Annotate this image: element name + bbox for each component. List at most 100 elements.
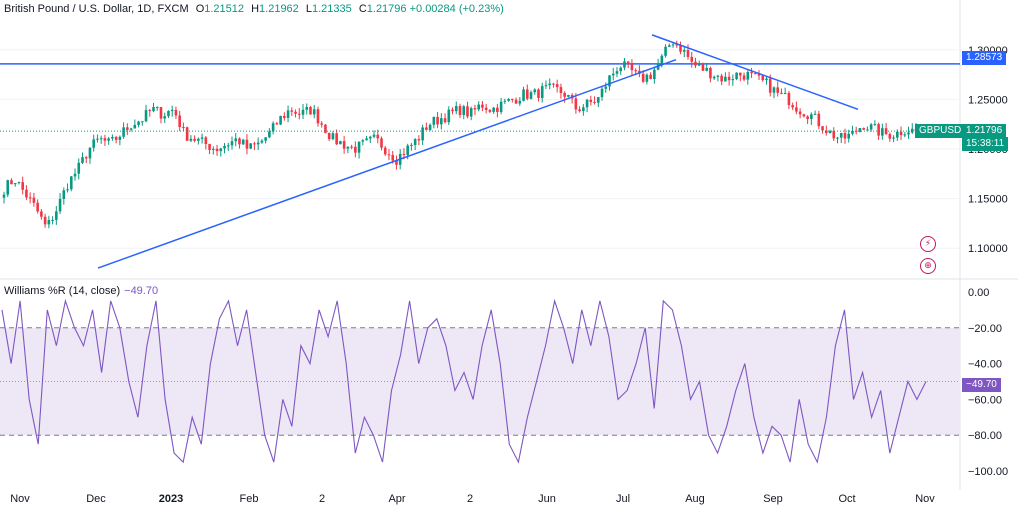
candle-body (245, 139, 249, 149)
x-tick-label: Sep (763, 493, 783, 505)
candle-body (17, 182, 21, 184)
candle-body (854, 130, 858, 132)
candle-body (645, 74, 649, 82)
candle-body (350, 146, 353, 148)
candle-body (739, 72, 742, 76)
candle-body (268, 131, 271, 138)
candle-body (51, 219, 54, 221)
candle-body (241, 139, 245, 145)
candle-body (62, 190, 66, 199)
candle-body (630, 63, 634, 71)
candle-body (129, 128, 133, 130)
candle-body (391, 155, 395, 161)
candle-body (567, 95, 570, 97)
candle-body (305, 107, 309, 110)
candle-body (466, 106, 469, 117)
price-tick-label: 1.25000 (968, 94, 1008, 106)
candle-body (533, 89, 537, 93)
candle-body (421, 127, 424, 141)
candle-body (440, 118, 443, 125)
flag-icon[interactable]: ⊕ (920, 258, 936, 274)
candle-body (339, 141, 342, 145)
candle-body (66, 189, 69, 191)
candle-body (641, 73, 645, 82)
candle-body (724, 76, 727, 82)
candle-body (596, 97, 600, 103)
wr-tick-label: −40.00 (968, 359, 1002, 371)
price-tick-label: 1.15000 (968, 194, 1008, 206)
x-tick-label: Oct (838, 493, 855, 505)
candle-body (589, 99, 593, 102)
candle-body (2, 194, 6, 198)
candle-body (862, 128, 865, 130)
candle-body (182, 126, 185, 128)
candle-body (155, 107, 159, 109)
candle-body (813, 113, 817, 115)
candle-body (892, 137, 895, 139)
indicator-value: −49.70 (124, 285, 159, 297)
candle-body (866, 129, 869, 131)
candle-body (6, 180, 10, 195)
candle-body (720, 75, 723, 82)
candle-body (219, 148, 223, 152)
candle-body (712, 76, 716, 79)
candle-body (178, 115, 181, 127)
candle-body (81, 157, 84, 163)
candle-body (705, 67, 708, 71)
candle-body (275, 123, 279, 125)
candle-body (578, 109, 581, 112)
candle-body (727, 76, 731, 81)
candle-body (869, 124, 873, 130)
candle-body (324, 124, 327, 133)
candle-body (802, 114, 806, 117)
price-badge: 1.21796 (962, 124, 1007, 138)
candle-body (768, 78, 772, 93)
candle-body (28, 197, 32, 199)
candle-body (312, 109, 316, 115)
candle-body (342, 141, 346, 149)
candle-body (522, 89, 525, 101)
candle-body (21, 182, 24, 190)
candle-body (197, 138, 200, 141)
candle-body (810, 114, 813, 120)
candle-body (111, 136, 114, 139)
candle-body (361, 140, 365, 142)
candle-body (477, 104, 480, 110)
high-value: 1.21962 (259, 3, 299, 15)
candle-body (511, 98, 514, 100)
candle-body (103, 138, 107, 141)
candle-body (234, 138, 238, 142)
open-value: 1.21512 (204, 3, 245, 15)
candle-body (604, 86, 608, 89)
candle-body (615, 71, 619, 74)
candle-body (290, 110, 294, 112)
candle-body (372, 134, 376, 137)
candle-body (772, 87, 776, 93)
candle-body (432, 116, 436, 125)
wr-tick-label: −100.00 (968, 466, 1008, 478)
candle-body (249, 143, 252, 149)
candle-body (271, 123, 275, 132)
candle-body (626, 61, 630, 64)
candle-body (473, 108, 477, 110)
candle-body (215, 148, 219, 152)
candle-body (709, 67, 712, 79)
candle-body (189, 138, 193, 141)
candle-body (686, 50, 690, 57)
wr-tick-label: −20.00 (968, 323, 1002, 335)
x-tick-label: Dec (86, 493, 106, 505)
candle-body (660, 55, 664, 64)
wr-tick-label: −60.00 (968, 394, 1002, 406)
candle-body (365, 138, 368, 141)
candle-body (413, 139, 417, 145)
candle-body (380, 138, 383, 148)
candle-body (907, 132, 910, 135)
low-value: 1.21335 (311, 3, 352, 15)
indicator-name: Williams %R (14, close) (4, 285, 121, 297)
candle-body (163, 116, 167, 119)
candle-body (899, 131, 903, 136)
candle-body (910, 128, 914, 133)
candle-body (503, 100, 507, 102)
lightning-icon[interactable]: ⚡ (920, 236, 936, 252)
